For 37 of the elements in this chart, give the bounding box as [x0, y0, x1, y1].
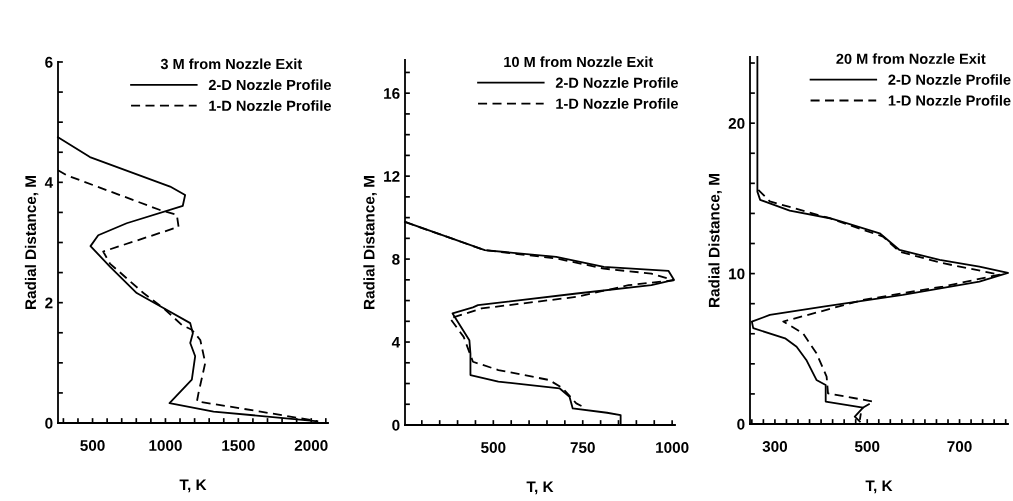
- legend-label: 1-D Nozzle Profile: [556, 98, 679, 109]
- x-tick-label: 500: [80, 440, 105, 451]
- y-tick-label: 10: [729, 268, 745, 280]
- y-axis-title: Radial Distance, M: [24, 176, 39, 309]
- legend-title: 3 M from Nozzle Exit: [160, 58, 303, 70]
- x-axis-title: T, K: [526, 481, 554, 495]
- y-tick-label: 16: [384, 88, 400, 99]
- y-tick-label: 8: [392, 253, 400, 265]
- y-axis-title: Radial Distance, M: [708, 174, 722, 307]
- legend-label: 2-D Nozzle Profile: [888, 74, 1011, 85]
- x-tick-label: 1000: [149, 440, 182, 451]
- y-tick-label: 4: [391, 337, 401, 348]
- y-tick-label: 0: [737, 418, 745, 430]
- y-axis-title: Radial Distance, M: [363, 176, 377, 309]
- y-tick-label: 20: [728, 118, 745, 129]
- x-tick-label: 2000: [294, 440, 328, 451]
- y-tick-label: 0: [45, 417, 53, 429]
- y-tick-label: 0: [392, 419, 400, 431]
- y-tick-label: 12: [384, 171, 400, 182]
- legend-label: 1-D Nozzle Profile: [888, 95, 1011, 106]
- x-tick-label: 1000: [656, 442, 689, 453]
- x-tick-label: 300: [762, 441, 788, 452]
- legend-title: 10 M from Nozzle Exit: [504, 56, 654, 68]
- legend-title: 20 M from Nozzle Exit: [836, 53, 986, 64]
- x-axis-title: T, K: [865, 480, 893, 494]
- legend-label: 1-D Nozzle Profile: [209, 100, 332, 111]
- x-tick-label: 1500: [222, 440, 255, 451]
- legend-label: 2-D Nozzle Profile: [555, 77, 679, 88]
- x-axis-title: T, K: [179, 479, 207, 493]
- x-tick-label: 500: [481, 442, 506, 453]
- x-tick-label: 500: [854, 441, 880, 452]
- legend-label: 2-D Nozzle Profile: [208, 79, 332, 91]
- y-tick-label: 6: [45, 56, 53, 68]
- x-tick-label: 750: [570, 442, 595, 453]
- x-tick-label: 700: [947, 441, 972, 452]
- y-tick-label: 4: [44, 177, 54, 188]
- y-tick-label: 2: [45, 297, 53, 309]
